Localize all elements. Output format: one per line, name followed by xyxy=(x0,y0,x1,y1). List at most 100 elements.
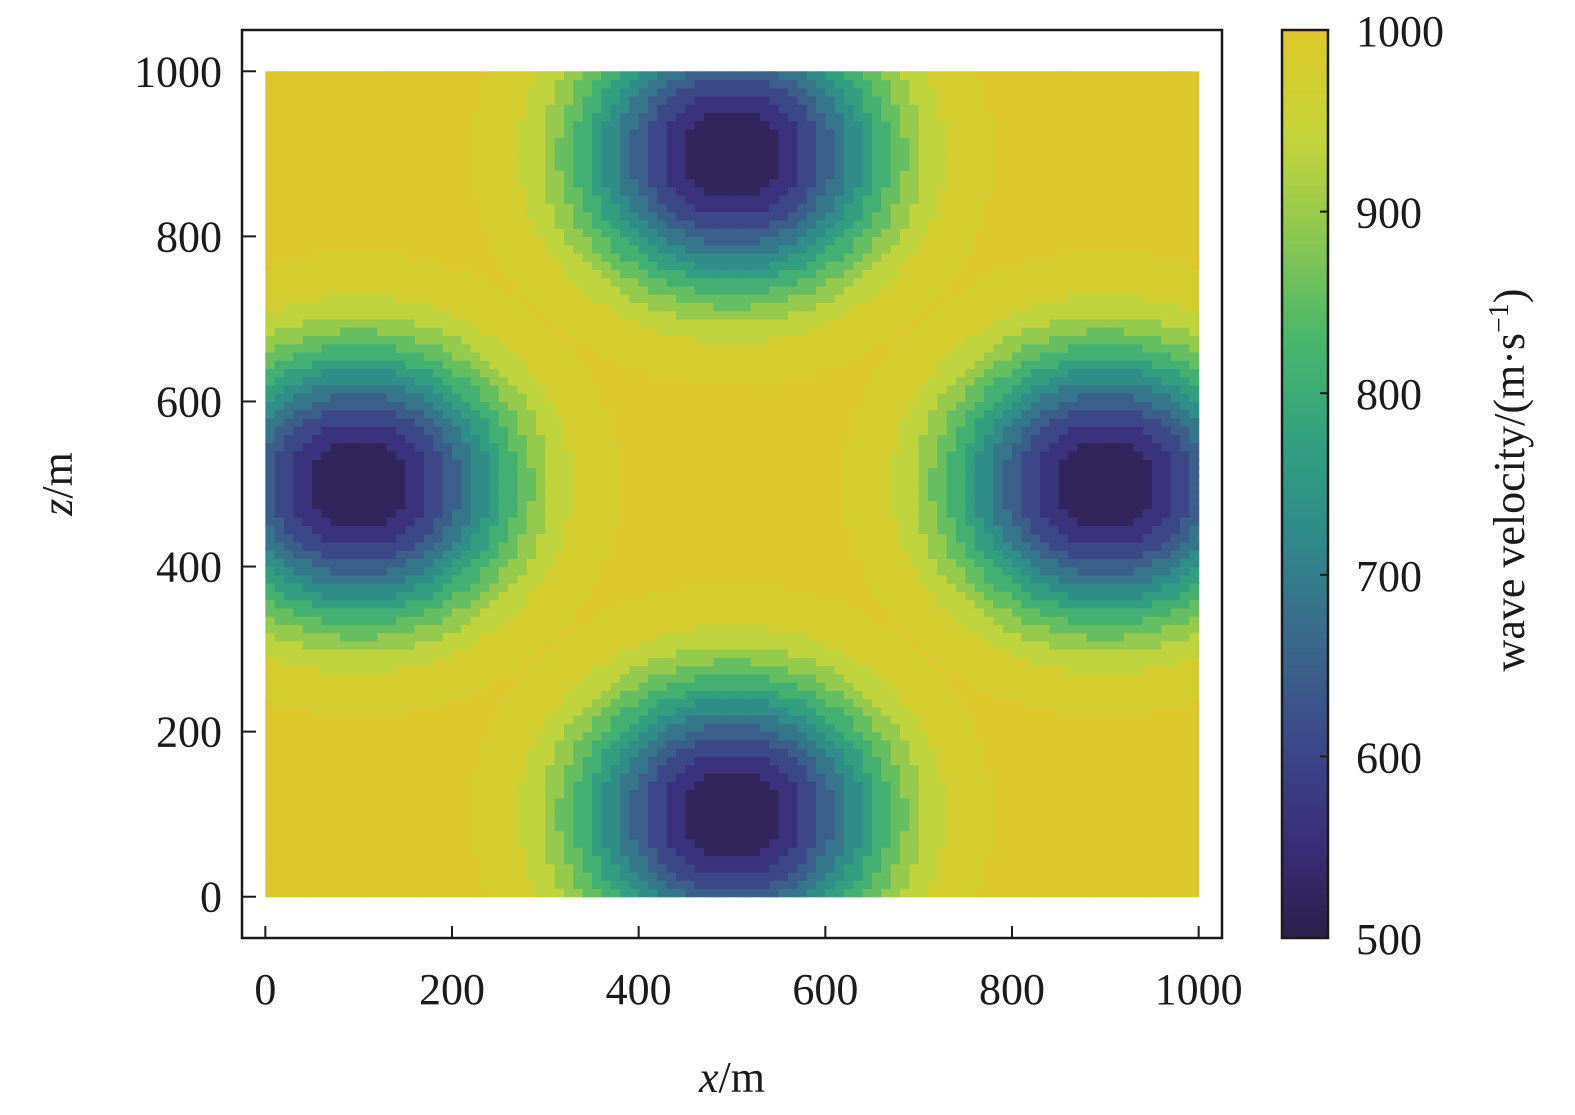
heatmap-cell xyxy=(480,71,490,81)
heatmap-cell xyxy=(638,162,649,171)
heatmap-cell xyxy=(302,533,313,543)
heatmap-cell xyxy=(274,129,285,138)
heatmap-cell xyxy=(713,450,724,460)
heatmap-cell xyxy=(704,863,714,873)
heatmap-cell xyxy=(601,649,612,658)
heatmap-cell xyxy=(321,104,332,114)
heatmap-cell xyxy=(274,384,285,394)
heatmap-cell xyxy=(629,170,640,180)
heatmap-cell xyxy=(274,624,285,634)
heatmap-cell xyxy=(284,855,294,865)
heatmap-cell xyxy=(592,120,602,130)
heatmap-cell xyxy=(414,624,425,634)
heatmap-cell xyxy=(713,756,724,766)
heatmap-cell xyxy=(620,723,630,733)
heatmap-cell xyxy=(349,673,360,683)
heatmap-cell xyxy=(340,145,350,155)
heatmap-cell xyxy=(666,79,677,89)
heatmap-cell xyxy=(358,153,369,163)
heatmap-cell xyxy=(330,327,341,337)
heatmap-cell xyxy=(610,558,621,568)
heatmap-cell xyxy=(685,244,696,254)
heatmap-cell xyxy=(293,574,304,584)
heatmap-cell xyxy=(498,822,509,832)
heatmap-cell xyxy=(713,302,724,312)
heatmap-cell xyxy=(349,591,360,601)
heatmap-cell xyxy=(414,417,425,427)
heatmap-cell xyxy=(573,748,584,757)
heatmap-cell xyxy=(433,145,444,155)
heatmap-cell xyxy=(358,649,369,658)
heatmap-cell xyxy=(704,525,714,535)
heatmap-cell xyxy=(452,599,462,609)
heatmap-cell xyxy=(480,591,490,601)
heatmap-cell xyxy=(498,665,509,675)
heatmap-cell xyxy=(414,550,425,559)
heatmap-cell xyxy=(452,252,462,262)
heatmap-cell xyxy=(470,814,481,824)
heatmap-cell xyxy=(405,434,416,444)
heatmap-cell xyxy=(713,500,724,510)
heatmap-cell xyxy=(592,401,602,411)
heatmap-cell xyxy=(685,805,696,815)
heatmap-cell xyxy=(265,805,276,815)
heatmap-cell xyxy=(396,764,406,774)
heatmap-cell xyxy=(386,467,397,477)
heatmap-cell xyxy=(368,599,378,609)
heatmap-cell xyxy=(461,162,472,171)
heatmap-cell xyxy=(480,112,490,122)
heatmap-cell xyxy=(694,847,705,857)
heatmap-cell xyxy=(582,129,593,138)
heatmap-cell xyxy=(629,583,640,592)
heatmap-cell xyxy=(713,195,724,204)
heatmap-cell xyxy=(330,665,341,675)
heatmap-cell xyxy=(274,211,285,221)
heatmap-cell xyxy=(405,351,416,361)
heatmap-cell xyxy=(414,153,425,163)
heatmap-cell xyxy=(396,145,406,155)
heatmap-cell xyxy=(498,583,509,592)
heatmap-cell xyxy=(648,888,658,898)
heatmap-cell xyxy=(704,426,714,436)
heatmap-cell xyxy=(564,459,574,469)
heatmap-cell xyxy=(433,731,444,741)
heatmap-cell xyxy=(274,145,285,155)
heatmap-cell xyxy=(470,888,481,898)
heatmap-cell xyxy=(517,450,528,460)
heatmap-cell xyxy=(582,104,593,114)
heatmap-cell xyxy=(312,426,322,436)
heatmap-cell xyxy=(554,657,565,667)
heatmap-cell xyxy=(564,665,574,675)
heatmap-cell xyxy=(265,137,276,147)
heatmap-cell xyxy=(480,698,490,708)
heatmap-cell xyxy=(592,277,602,287)
heatmap-cell xyxy=(312,500,322,510)
heatmap-cell xyxy=(564,277,574,287)
heatmap-cell xyxy=(722,426,733,436)
heatmap-cell xyxy=(545,723,556,733)
heatmap-cell xyxy=(433,261,444,270)
heatmap-cell xyxy=(302,558,313,568)
heatmap-cell xyxy=(704,112,714,122)
heatmap-cell xyxy=(517,467,528,477)
heatmap-cell xyxy=(517,335,528,345)
heatmap-cell xyxy=(368,203,378,213)
heatmap-cell xyxy=(302,657,313,667)
heatmap-cell xyxy=(554,715,565,724)
heatmap-cell xyxy=(480,426,490,436)
heatmap-cell xyxy=(312,351,322,361)
heatmap-cell xyxy=(676,682,686,691)
heatmap-cell xyxy=(265,459,276,469)
heatmap-cell xyxy=(629,640,640,650)
heatmap-cell xyxy=(284,294,294,303)
heatmap-cell xyxy=(685,186,696,196)
heatmap-cell xyxy=(545,417,556,427)
heatmap-cell xyxy=(442,541,453,551)
heatmap-cell xyxy=(293,723,304,733)
heatmap-cell xyxy=(396,508,406,518)
heatmap-cell xyxy=(330,781,341,791)
heatmap-cell xyxy=(284,665,294,675)
heatmap-cell xyxy=(657,558,668,568)
heatmap-cell xyxy=(424,764,434,774)
heatmap-cell xyxy=(685,591,696,601)
